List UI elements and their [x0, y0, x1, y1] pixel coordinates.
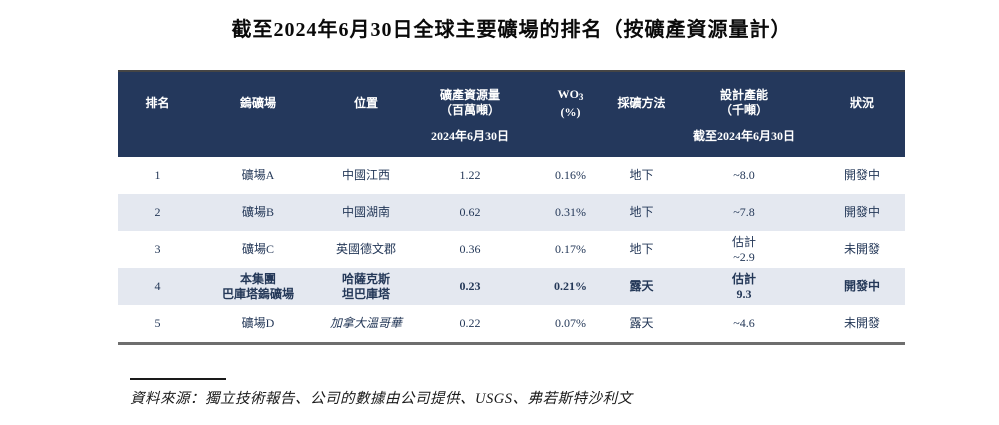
mine-cell: 礦場A [241, 168, 275, 182]
status-cell: 未開發 [843, 316, 880, 330]
resources-cell: 0.36 [459, 242, 481, 256]
method-cell: 地下 [629, 168, 654, 182]
location-cell: 哈薩克斯 坦巴庫塔 [341, 271, 390, 301]
col-header-rank: 排名 [118, 72, 197, 128]
header-label-row: 排名 鎢礦場 位置 礦產資源量 （百萬噸） WO3 (%) 採礦方法 設計產能 … [118, 72, 905, 128]
resources-as-of-date: 2024年6月30日 [413, 128, 527, 157]
location-cell: 英國德文郡 [335, 242, 396, 256]
wo3-cell: 0.21% [554, 279, 587, 293]
resources-cell: 0.22 [459, 316, 481, 330]
capacity-cell: ~8.0 [733, 168, 755, 182]
source-note: 資料來源：獨立技術報告、公司的數據由公司提供、USGS、弗若斯特沙利文 [130, 378, 632, 408]
wo3-unit: (%) [560, 104, 581, 119]
status-cell: 未開發 [843, 242, 880, 256]
rank-cell: 3 [154, 242, 161, 256]
table-header: 排名 鎢礦場 位置 礦產資源量 （百萬噸） WO3 (%) 採礦方法 設計產能 … [118, 72, 905, 157]
rank-cell: 1 [154, 168, 161, 182]
resources-cell: 0.62 [459, 205, 481, 219]
location-cell: 加拿大溫哥華 [329, 316, 402, 330]
capacity-as-of-date: 截至2024年6月30日 [669, 128, 819, 157]
col-header-mining-method: 採礦方法 [614, 72, 669, 128]
col-header-location: 位置 [319, 72, 413, 128]
table-row-mine-a: 1 礦場A 中國江西 1.22 0.16% 地下 ~8.0 開發中 [118, 157, 905, 194]
mine-cell: 礦場B [241, 205, 274, 219]
table-row-mine-c: 3 礦場C 英國德文郡 0.36 0.17% 地下 估計 ~2.9 未開發 [118, 231, 905, 268]
col-header-capacity: 設計產能 （千噸） [669, 72, 819, 128]
wo3-cell: 0.31% [555, 205, 586, 219]
method-cell: 地下 [629, 205, 654, 219]
table-row-mine-b: 2 礦場B 中國湖南 0.62 0.31% 地下 ~7.8 開發中 [118, 194, 905, 231]
wo3-formula: WO3 [557, 86, 584, 102]
table-row-mine-d: 5 礦場D 加拿大溫哥華 0.22 0.07% 露天 ~4.6 未開發 [118, 305, 905, 342]
location-cell: 中國江西 [341, 168, 390, 182]
capacity-cell: ~4.6 [733, 316, 755, 330]
mine-cell: 礦場D [241, 316, 275, 330]
col-header-status: 狀況 [819, 72, 905, 128]
mine-cell: 礦場C [241, 242, 274, 256]
resources-cell: 0.23 [459, 279, 481, 293]
rank-cell: 2 [154, 205, 161, 219]
col-header-mine: 鎢礦場 [197, 72, 319, 128]
status-cell: 開發中 [843, 168, 880, 182]
col-header-resources: 礦產資源量 （百萬噸） [413, 72, 527, 128]
table-body: 1 礦場A 中國江西 1.22 0.16% 地下 ~8.0 開發中 2 礦場B … [118, 157, 905, 342]
resources-cell: 1.22 [459, 168, 481, 182]
method-cell: 露天 [629, 316, 654, 330]
capacity-cell: 估計 ~2.9 [731, 234, 756, 264]
wo3-cell: 0.16% [555, 168, 586, 182]
status-cell: 開發中 [843, 205, 880, 219]
table-row-group-mine: 4 本集團 巴庫塔鎢礦場 哈薩克斯 坦巴庫塔 0.23 0.21% 露天 估計 … [118, 268, 905, 305]
rank-cell: 4 [154, 279, 161, 293]
header-date-row: 2024年6月30日 截至2024年6月30日 [118, 128, 905, 157]
wo3-cell: 0.17% [555, 242, 586, 256]
rank-cell: 5 [154, 316, 161, 330]
wo3-cell: 0.07% [555, 316, 586, 330]
location-cell: 中國湖南 [341, 205, 390, 219]
method-cell: 地下 [629, 242, 654, 256]
source-divider [130, 378, 226, 380]
ranking-table: 排名 鎢礦場 位置 礦產資源量 （百萬噸） WO3 (%) 採礦方法 設計產能 … [118, 70, 905, 345]
col-header-wo3: WO3 (%) [527, 72, 614, 128]
page-title: 截至2024年6月30日全球主要礦場的排名（按礦產資源量計） [231, 19, 792, 41]
status-cell: 開發中 [843, 279, 880, 293]
mine-cell: 本集團 巴庫塔鎢礦場 [221, 271, 294, 301]
method-cell: 露天 [629, 279, 654, 293]
capacity-cell: ~7.8 [733, 205, 755, 219]
source-text: 資料來源：獨立技術報告、公司的數據由公司提供、USGS、弗若斯特沙利文 [130, 391, 633, 407]
capacity-cell: 估計 9.3 [731, 271, 756, 301]
